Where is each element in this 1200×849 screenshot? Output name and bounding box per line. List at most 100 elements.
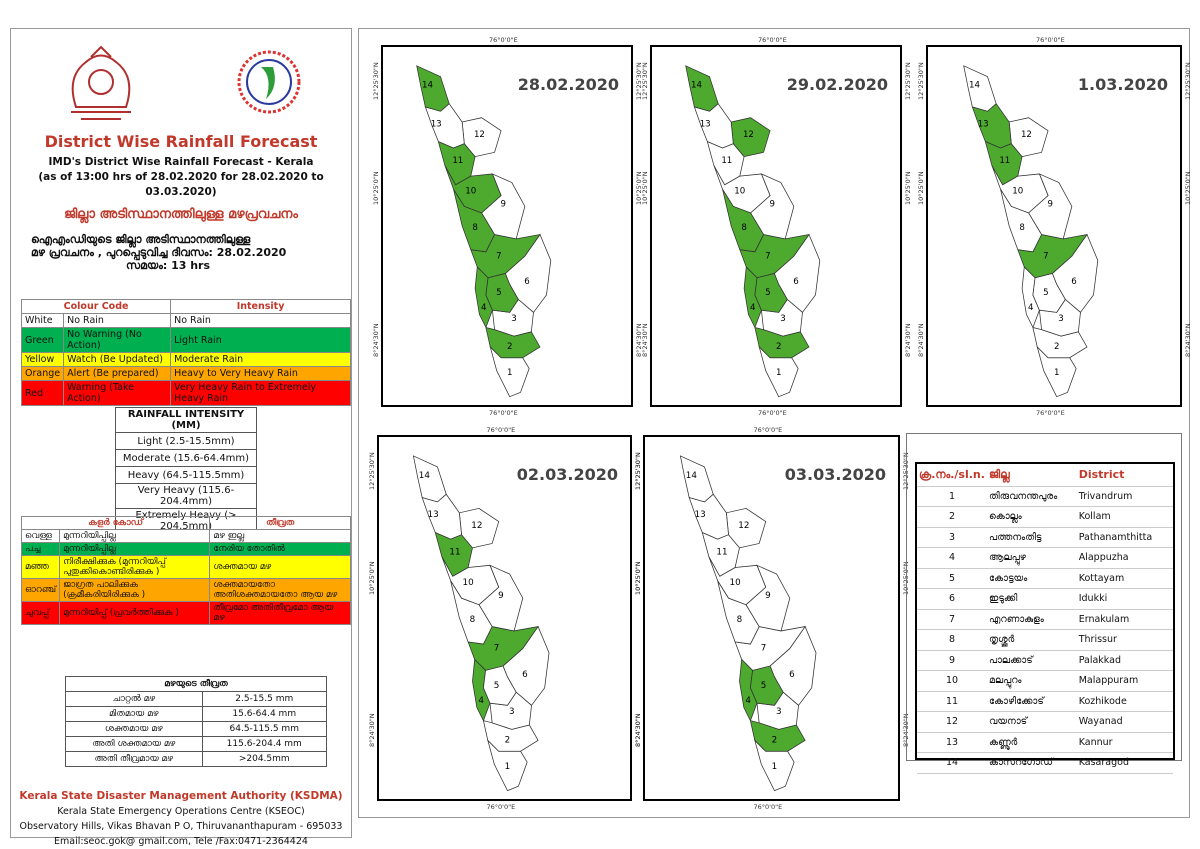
- rainfall-intensity-table: RAINFALL INTENSITY (MM) Light (2.5-15.5m…: [115, 407, 257, 534]
- district-label: 13: [700, 119, 711, 129]
- lat-label: 12°25'30"N: [372, 62, 380, 100]
- district-14: [412, 455, 447, 503]
- district-label: 11: [449, 547, 460, 557]
- ml-colour-code-row: വെള്ള മുന്നറിയിപ്പില്ല മഴ ഇല്ല: [20, 529, 351, 543]
- ml-colour-code-row: ഓറഞ്ച് ജാഗ്രത പാലിക്കുക (ക്രമീകരിയിരിക്കു…: [20, 578, 351, 602]
- district-label: 10: [465, 186, 476, 196]
- district-label: 11: [721, 156, 732, 166]
- district-14: [963, 65, 997, 112]
- district-label: 6: [793, 277, 799, 287]
- map-date: 28.02.2020: [517, 75, 619, 94]
- district-row: 5 കോട്ടയം Kottayam: [917, 568, 1173, 589]
- maps-area: [358, 28, 1190, 818]
- map-date: 02.03.2020: [516, 465, 618, 484]
- district-label: 8: [1019, 223, 1024, 233]
- forecast-subtitle: IMD's District Wise Rainfall Forecast - …: [38, 156, 324, 198]
- district-label: 2: [507, 342, 513, 352]
- lat-label: 10°25'0"N: [641, 171, 649, 205]
- lon-label: 76°0'0"E: [758, 409, 787, 417]
- ml-issue-info: ഐഎംഡിയുടെ ജില്ലാ അടിസ്ഥാനത്തിലുള്ള മഴ പ്…: [31, 233, 287, 272]
- district-label: 5: [761, 681, 767, 691]
- intensity-row: Heavy (64.5-115.5mm): [115, 466, 257, 484]
- forecast-map-panel: 03.03.2020 1 2 3 4 5 6 7 8 9 10 11 12 13 14: [643, 435, 900, 801]
- district-row: 11 കോഴിക്കോട് Kozhikode: [917, 691, 1173, 712]
- district-label: 3: [780, 314, 786, 324]
- page-title: District Wise Rainfall Forecast: [44, 132, 318, 151]
- district-label: 8: [470, 615, 476, 625]
- lat-label: 8°24'30"N: [634, 713, 642, 747]
- district-label: 7: [765, 251, 771, 261]
- lon-label: 76°0'0"E: [486, 426, 516, 434]
- intensity-row: Very Heavy (115.6-204.4mm): [115, 483, 257, 509]
- lat-label: 8°24'30"N: [368, 713, 376, 747]
- lat-label: 10°25'0"N: [368, 561, 376, 595]
- ml-colour-code-row: പച്ച മുന്നറിയിപ്പില്ല നേരിയ തോതിൽ: [20, 542, 351, 556]
- district-label: 5: [1043, 288, 1049, 298]
- colour-code-table: Colour Code Intensity White No Rain No Rain…: [20, 299, 351, 406]
- colour-code-row: Orange Alert (Be prepared) Heavy to Very H…: [20, 366, 351, 381]
- lon-label: 76°0'0"E: [753, 426, 783, 434]
- district-label: 9: [498, 591, 504, 601]
- district-label: 2: [505, 736, 511, 746]
- district-table: ക്ര.നം./sl.n. ജില്ല District 1 തിരുവനന്തപുര…: [917, 464, 1173, 774]
- intensity-row: Light (2.5-15.5mm): [115, 432, 257, 450]
- lon-label: 76°0'0"E: [489, 409, 518, 417]
- district-row: 12 വയനാട് Wayanad: [917, 711, 1173, 733]
- district-label: 13: [431, 119, 442, 129]
- district-label: 4: [745, 696, 751, 706]
- district-label: 1: [772, 762, 778, 772]
- district-label: 3: [776, 707, 782, 717]
- district-label: 9: [1047, 199, 1053, 209]
- district-label: 5: [765, 288, 771, 298]
- colour-code-row: Yellow Watch (Be Updated) Moderate Rain: [20, 352, 351, 367]
- colour-code-row: Green No Warning (No Action) Light Rain: [20, 327, 351, 353]
- district-label: 12: [1021, 130, 1032, 140]
- district-label: 4: [750, 303, 756, 313]
- district-label: 8: [472, 223, 478, 233]
- ml-intensity-row: അതി ശക്തമായ മഴ 115.6-204.4 mm: [65, 736, 327, 752]
- district-14: [685, 65, 719, 112]
- district-label: 10: [734, 186, 745, 196]
- ml-intensity-table: മഴയുടെ തീവ്രത ചാറ്റൽ മഴ 2.5-15.5 mm മിതമായ…: [65, 676, 327, 767]
- district-label: 3: [511, 314, 517, 324]
- district-row: 2 കൊല്ലം Kollam: [917, 506, 1173, 528]
- district-14: [416, 65, 450, 112]
- lat-label: 10°25'0"N: [634, 561, 642, 595]
- district-row: 14 കാസറഗോഡ് Kasaragod: [917, 752, 1173, 774]
- lon-label: 76°0'0"E: [489, 36, 518, 44]
- ml-intensity-row: ചാറ്റൽ മഴ 2.5-15.5 mm: [65, 691, 327, 707]
- lat-label: 8°24'30"N: [372, 323, 380, 357]
- lat-label: 8°24'30"N: [641, 323, 649, 357]
- kerala-emblem-icon: [71, 45, 131, 120]
- district-label: 12: [743, 130, 754, 140]
- district-label: 13: [428, 510, 439, 520]
- map-date: 03.03.2020: [784, 465, 886, 484]
- district-label: 14: [422, 80, 433, 90]
- lon-label: 76°0'0"E: [758, 36, 787, 44]
- ml-colour-code-table: കളർ കോഡ് തീവ്രത വെള്ള മുന്നറിയിപ്പില്ല മഴ ഇ…: [20, 516, 351, 625]
- district-label: 14: [691, 80, 702, 90]
- district-label: 9: [769, 199, 775, 209]
- lat-label: 12°25'30"N: [917, 62, 925, 100]
- district-label: 6: [522, 670, 528, 680]
- district-label: 7: [494, 644, 500, 654]
- district-label: 11: [999, 156, 1010, 166]
- district-label: 1: [776, 368, 782, 378]
- district-row: 10 മലപ്പുറം Malappuram: [917, 670, 1173, 692]
- district-label: 1: [505, 762, 511, 772]
- lon-label: 76°0'0"E: [1036, 36, 1065, 44]
- district-row: 9 പാലക്കാട് Palakkad: [917, 650, 1173, 671]
- district-label: 10: [463, 578, 474, 588]
- colour-code-row: White No Rain No Rain: [20, 313, 351, 328]
- district-label: 9: [765, 591, 771, 601]
- lat-label: 12°25'30"N: [904, 62, 912, 100]
- district-label: 9: [500, 199, 506, 209]
- lat-label: 10°25'0"N: [917, 171, 925, 205]
- district-label: 4: [478, 696, 484, 706]
- district-label: 12: [738, 521, 749, 531]
- lat-label: 8°24'30"N: [904, 323, 912, 357]
